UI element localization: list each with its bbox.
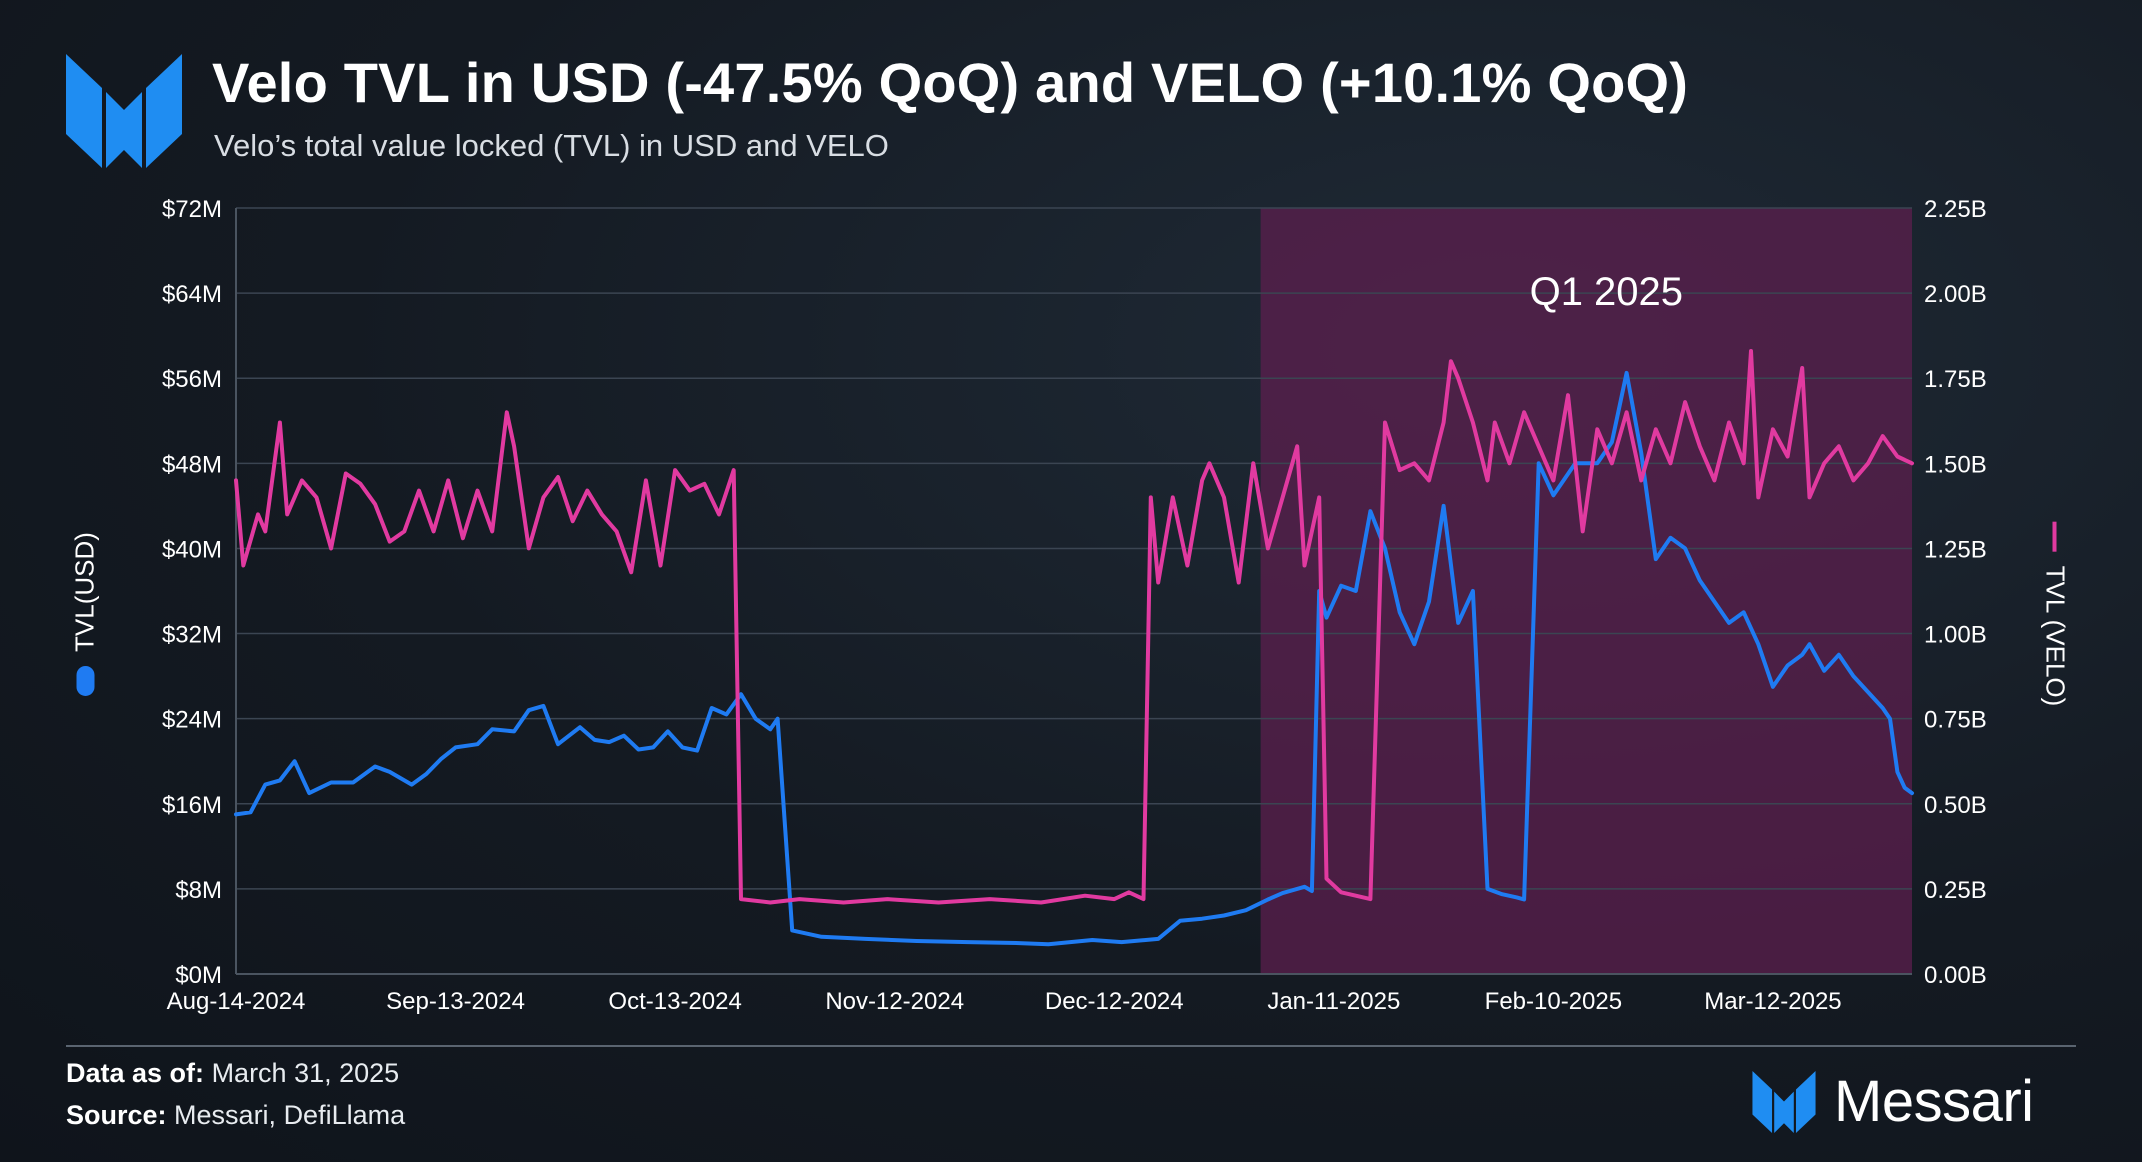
page-title: Velo TVL in USD (-47.5% QoQ) and VELO (+… — [212, 51, 1689, 114]
y-left-tick-label: $24M — [162, 707, 222, 734]
messari-logo-icon — [66, 54, 182, 168]
y-right-tick-label: 0.00B — [1924, 962, 1987, 989]
x-tick-label: Dec-12-2024 — [1045, 988, 1184, 1015]
page-subtitle: Velo’s total value locked (TVL) in USD a… — [214, 128, 889, 163]
velo-legend-swatch — [2053, 521, 2057, 552]
y-right-tick-label: 1.75B — [1924, 366, 1987, 393]
q1-highlight-region — [1260, 208, 1912, 974]
y-left-tick-label: $48M — [162, 451, 222, 478]
velo-series-line — [234, 349, 1914, 905]
right-axis-label: TVL (VELO) — [2040, 565, 2071, 707]
y-right-tick-label: 0.25B — [1924, 877, 1987, 904]
data-as-of: Data as of: March 31, 2025 — [66, 1058, 399, 1089]
y-left-tick-label: $40M — [162, 536, 222, 563]
y-right-tick-label: 1.50B — [1924, 451, 1987, 478]
brand: Messari — [1752, 1068, 2034, 1135]
x-tick-label: Aug-14-2024 — [167, 988, 306, 1015]
footer-divider — [66, 1045, 2076, 1047]
y-left-tick-label: $0M — [175, 962, 222, 989]
brand-name: Messari — [1834, 1069, 2034, 1134]
y-left-tick-label: $64M — [162, 281, 222, 308]
x-tick-label: Oct-13-2024 — [608, 988, 741, 1015]
y-left-tick-label: $72M — [162, 196, 222, 223]
x-tick-label: Nov-12-2024 — [825, 988, 964, 1015]
usd-series-line — [234, 370, 1914, 947]
data-as-of-label: Data as of: — [66, 1058, 205, 1088]
y-right-tick-label: 2.00B — [1924, 281, 1987, 308]
y-left-tick-label: $16M — [162, 792, 222, 819]
usd-legend-swatch — [76, 665, 94, 696]
q1-annotation-label: Q1 2025 — [1530, 270, 1683, 314]
x-tick-label: Feb-10-2025 — [1485, 988, 1622, 1015]
source-label: Source: — [66, 1100, 167, 1130]
y-right-tick-label: 0.50B — [1924, 792, 1987, 819]
y-left-tick-label: $8M — [175, 877, 222, 904]
y-left-tick-label: $56M — [162, 366, 222, 393]
y-right-tick-label: 1.00B — [1924, 622, 1987, 649]
left-axis-title: TVL(USD) — [70, 532, 101, 696]
y-left-tick-label: $32M — [162, 622, 222, 649]
y-right-tick-label: 0.75B — [1924, 707, 1987, 734]
data-as-of-value: March 31, 2025 — [211, 1058, 400, 1088]
x-tick-label: Jan-11-2025 — [1267, 988, 1400, 1015]
source: Source: Messari, DefiLlama — [66, 1100, 405, 1131]
x-tick-label: Sep-13-2024 — [386, 988, 525, 1015]
y-right-tick-label: 2.25B — [1924, 196, 1987, 223]
messari-brand-icon — [1752, 1070, 1816, 1133]
left-axis-label: TVL(USD) — [69, 532, 100, 652]
x-tick-label: Mar-12-2025 — [1704, 988, 1841, 1015]
y-right-tick-label: 1.25B — [1924, 536, 1987, 563]
right-axis-title: TVL (VELO) — [2040, 521, 2071, 707]
source-value: Messari, DefiLlama — [174, 1100, 406, 1130]
